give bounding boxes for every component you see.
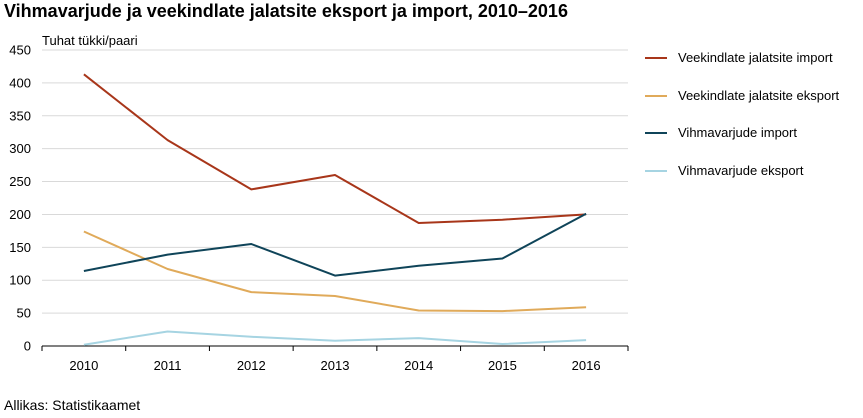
y-tick-label: 0 <box>24 339 31 354</box>
x-tick-label: 2016 <box>572 358 601 373</box>
legend-item: Veekindlate jalatsite import <box>645 50 860 88</box>
legend-item: Veekindlate jalatsite eksport <box>645 88 860 126</box>
legend-label: Vihmavarjude eksport <box>678 162 804 178</box>
source-note: Allikas: Statistikaamet <box>4 397 141 413</box>
legend-item: Vihmavarjude import <box>645 125 860 163</box>
x-tick-label: 2014 <box>404 358 433 373</box>
y-axis-ticks: 0 50 100 150 200 250 300 350 400 450 <box>9 43 31 354</box>
x-tick-label: 2011 <box>154 358 182 373</box>
y-tick-label: 50 <box>17 306 31 321</box>
x-tick-label: 2013 <box>321 358 350 373</box>
y-axis-label: Tuhat tükki/paari <box>42 33 138 48</box>
series-line-3 <box>83 212 587 277</box>
chart-title: Vihmavarjude ja veekindlate jalatsite ek… <box>4 1 568 21</box>
legend-swatch <box>645 57 667 59</box>
series-line-2 <box>83 230 587 313</box>
legend-item: Vihmavarjude eksport <box>645 163 860 201</box>
legend-swatch <box>645 132 667 134</box>
legend-swatch <box>645 169 667 172</box>
x-axis: 2010 2011 2012 2013 2014 2015 2016 <box>41 345 629 373</box>
legend: Veekindlate jalatsite import Veekindlate… <box>645 50 860 200</box>
y-tick-label: 300 <box>9 141 31 156</box>
legend-label: Vihmavarjude import <box>678 125 797 140</box>
legend-swatch <box>645 94 667 97</box>
series-line-4 <box>83 330 587 346</box>
y-tick-label: 350 <box>9 108 31 123</box>
y-tick-label: 400 <box>9 75 31 90</box>
x-tick-label: 2010 <box>69 358 98 373</box>
legend-label: Veekindlate jalatsite eksport <box>678 87 840 103</box>
legend-label: Veekindlate jalatsite import <box>678 50 833 65</box>
y-tick-label: 100 <box>9 273 31 288</box>
gridlines <box>42 49 628 314</box>
x-tick-label: 2012 <box>237 358 266 373</box>
y-tick-label: 250 <box>9 174 31 189</box>
y-tick-label: 450 <box>9 43 31 58</box>
series-line-1 <box>83 73 587 224</box>
x-tick-label: 2015 <box>488 358 517 373</box>
series-lines <box>83 73 587 346</box>
y-tick-label: 200 <box>9 207 31 222</box>
y-tick-label: 150 <box>9 240 31 255</box>
